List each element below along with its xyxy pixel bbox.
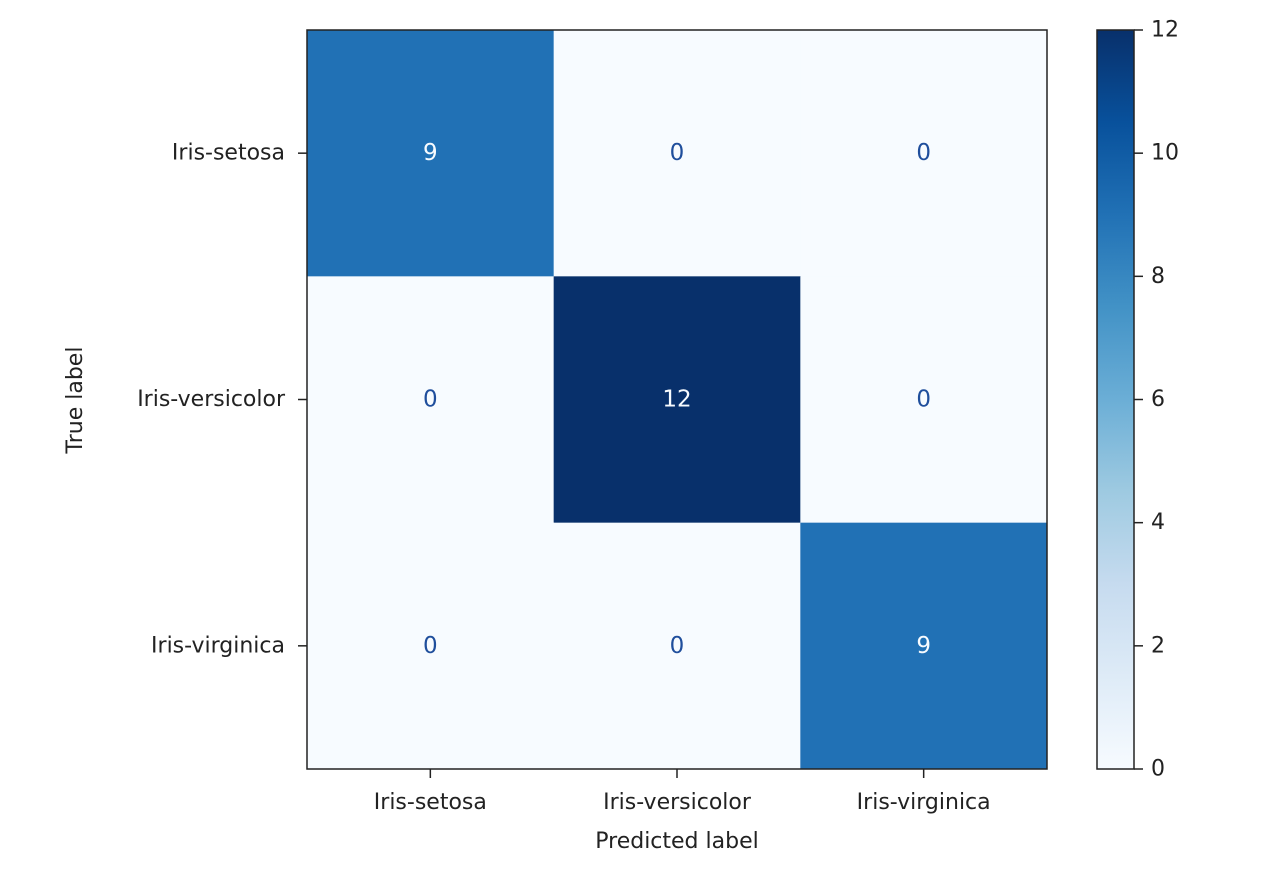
matrix-cell-labels: 9 0 0 0 12 0 0 0 9: [423, 140, 931, 659]
matrix-cell-value-r0-c1: 0: [670, 140, 685, 166]
matrix-cell-r0-c0: [307, 30, 555, 277]
matrix-cell-value-r1-c1: 12: [662, 387, 691, 413]
matrix-cell-value-r2-c0: 0: [423, 633, 438, 659]
matrix-cell-r0-c1: [553, 30, 801, 277]
matrix-cell-value-r1-c0: 0: [423, 387, 438, 413]
matrix-cell-value-r2-c2: 9: [916, 633, 931, 659]
matrix-cell-r1-c0: [307, 276, 555, 524]
colorbar-tick-label-3: 6: [1151, 387, 1165, 412]
y-axis-ticks: Iris-setosa Iris-versicolor Iris-virginica: [137, 141, 307, 658]
matrix-cell-value-r1-c2: 0: [916, 387, 931, 413]
x-axis-title: Predicted label: [595, 829, 758, 854]
matrix-cell-r1-c1: [553, 276, 801, 524]
y-axis-title: True label: [63, 347, 88, 455]
matrix-cell-r1-c2: [800, 276, 1048, 524]
matrix-cell-value-r2-c1: 0: [670, 633, 685, 659]
matrix-cell-value-r0-c0: 9: [423, 140, 438, 166]
colorbar-tick-label-4: 8: [1151, 264, 1165, 289]
matrix-cells: [307, 30, 1048, 770]
matrix-cell-r2-c1: [553, 522, 801, 770]
colorbar-ticks: 0 2 4 6 8 10 12: [1134, 18, 1179, 782]
colorbar-tick-label-5: 10: [1151, 141, 1179, 166]
x-tick-label-1: Iris-versicolor: [603, 790, 752, 815]
y-tick-label-2: Iris-virginica: [151, 633, 285, 658]
y-tick-label-0: Iris-setosa: [172, 141, 285, 166]
matrix-cell-value-r0-c2: 0: [916, 140, 931, 166]
colorbar-tick-label-0: 0: [1151, 757, 1165, 782]
colorbar-tick-label-1: 2: [1151, 633, 1165, 658]
matrix-cell-r2-c0: [307, 522, 555, 770]
x-tick-label-2: Iris-virginica: [857, 790, 991, 815]
colorbar-tick-label-6: 12: [1151, 18, 1179, 43]
colorbar: [1096, 29, 1135, 770]
colorbar-tick-label-2: 4: [1151, 510, 1165, 535]
x-tick-label-0: Iris-setosa: [374, 790, 487, 815]
y-tick-label-1: Iris-versicolor: [137, 387, 286, 412]
matrix-cell-r2-c2: [800, 522, 1048, 770]
x-axis-ticks: Iris-setosa Iris-versicolor Iris-virginica: [374, 769, 991, 815]
matrix-cell-r0-c2: [800, 30, 1048, 277]
